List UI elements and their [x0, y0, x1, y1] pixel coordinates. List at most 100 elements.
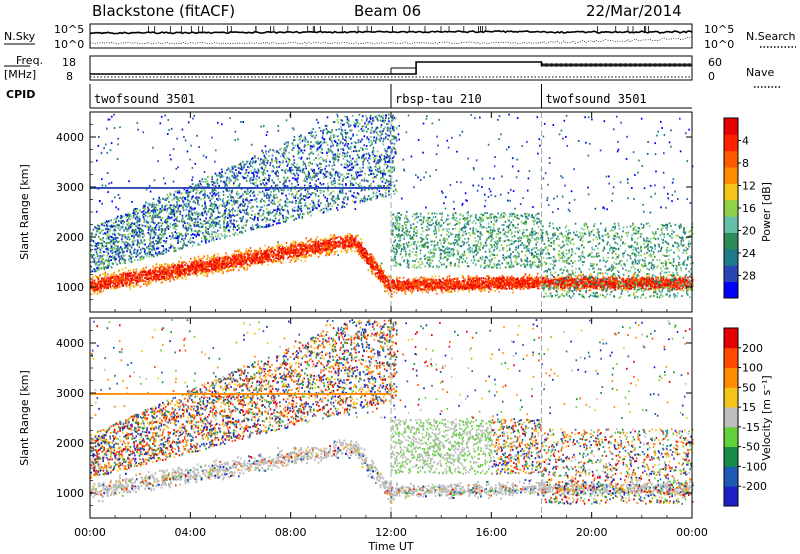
scatter-cell: [388, 292, 390, 294]
scatter-cell: [320, 243, 322, 245]
scatter-cell: [447, 288, 449, 290]
scatter-cell: [336, 251, 338, 253]
scatter-cell: [264, 250, 266, 252]
nave-tick-top: 60: [708, 56, 722, 69]
scatter-cell: [94, 290, 96, 292]
freq-strip: Freq. [MHz] 18 8 60 0 Nave: [4, 54, 782, 87]
scatter-cell: [363, 249, 365, 251]
scatter-cell: [159, 264, 161, 266]
scatter-cell: [198, 261, 200, 263]
scatter-cell: [129, 275, 131, 277]
scatter-cell: [286, 245, 288, 247]
scatter-cell: [250, 251, 252, 253]
scatter-cell: [403, 277, 405, 279]
scatter-cell: [226, 270, 228, 272]
scatter-cell: [360, 238, 362, 240]
scatter-cell: [330, 242, 332, 244]
scatter-cell: [396, 277, 398, 279]
freq-unit: [MHz]: [4, 68, 36, 81]
scatter-cell: [442, 292, 444, 294]
scatter-cell: [277, 241, 279, 243]
scatter-cell: [384, 283, 386, 285]
scatter-cell: [484, 290, 486, 292]
scatter-cell: [180, 257, 182, 259]
scatter-cell: [622, 278, 624, 280]
scatter-cell: [361, 242, 363, 244]
scatter-cell: [590, 289, 592, 291]
scatter-cell: [468, 289, 470, 291]
scatter-cell: [198, 259, 200, 261]
scatter-cell: [504, 288, 506, 290]
scatter-cell: [145, 267, 147, 269]
scatter-cell: [648, 276, 650, 278]
scatter-cell: [351, 250, 353, 252]
beam-title: Beam 06: [354, 2, 421, 20]
scatter-cell: [451, 280, 453, 282]
scatter-cell: [206, 272, 208, 274]
scatter-cell: [449, 275, 451, 277]
cpid-mode-label: twofsound 3501: [94, 92, 195, 106]
nsky-label: N.Sky: [4, 30, 36, 43]
scatter-cell: [424, 287, 426, 289]
scatter-cell: [255, 250, 257, 252]
scatter-cell: [474, 277, 476, 279]
scatter-cell: [256, 259, 258, 261]
scatter-cell: [588, 290, 590, 292]
scatter-cell: [449, 278, 451, 280]
scatter-cell: [411, 292, 413, 294]
scatter-cell: [275, 257, 277, 259]
nsearch-tick-top: 10^5: [704, 23, 734, 36]
scatter-cell: [297, 244, 299, 246]
scatter-cell: [445, 289, 447, 291]
scatter-cell: [577, 276, 579, 278]
scatter-cell: [375, 261, 377, 263]
scatter-cell: [454, 290, 456, 292]
scatter-cell: [206, 258, 208, 260]
scatter-cell: [264, 261, 266, 263]
scatter-cell: [297, 258, 299, 260]
nsearch-label: N.Search: [746, 30, 796, 43]
scatter-cell: [484, 278, 486, 280]
scatter-cell: [227, 258, 229, 260]
scatter-cell: [176, 276, 178, 278]
scatter-cell: [180, 275, 182, 277]
scatter-cell: [92, 277, 94, 279]
scatter-cell: [447, 280, 449, 282]
scatter-cell: [143, 283, 145, 285]
scatter-cell: [250, 263, 252, 265]
power-scatter: [90, 112, 694, 312]
freq-label: Freq.: [16, 54, 43, 67]
scatter-cell: [404, 289, 406, 291]
scatter-cell: [334, 251, 336, 253]
scatter-cell: [544, 277, 546, 279]
nsky-traces: [90, 26, 692, 44]
cpid-label: CPID: [6, 88, 35, 101]
scatter-cell: [364, 248, 366, 250]
scatter-cell: [553, 284, 555, 286]
scatter-cell: [396, 292, 398, 294]
scatter-cell: [283, 254, 285, 256]
scatter-cell: [222, 272, 224, 274]
power-panel: 1000200030004000 Slant Range [km] 481216…: [18, 112, 773, 312]
scatter-cell: [315, 239, 317, 241]
scatter-cell: [212, 272, 214, 274]
scatter-cell: [435, 279, 437, 281]
scatter-cell: [405, 291, 407, 293]
scatter-cell: [313, 241, 315, 243]
scatter-cell: [439, 275, 441, 277]
scatter-cell: [97, 293, 99, 295]
scatter-cell: [123, 285, 125, 287]
scatter-cell: [308, 254, 310, 256]
scatter-cell: [291, 259, 293, 261]
scatter-cell: [102, 273, 104, 275]
scatter-cell: [141, 269, 143, 271]
scatter-cell: [381, 263, 383, 265]
scatter-cell: [282, 260, 284, 262]
scatter-cell: [219, 260, 221, 262]
scatter-cell: [683, 290, 685, 292]
scatter-cell: [578, 275, 580, 277]
scatter-cell: [668, 275, 670, 277]
scatter-cell: [363, 256, 365, 258]
cpid-mode-label: twofsound 3501: [546, 92, 647, 106]
scatter-cell: [581, 278, 583, 280]
